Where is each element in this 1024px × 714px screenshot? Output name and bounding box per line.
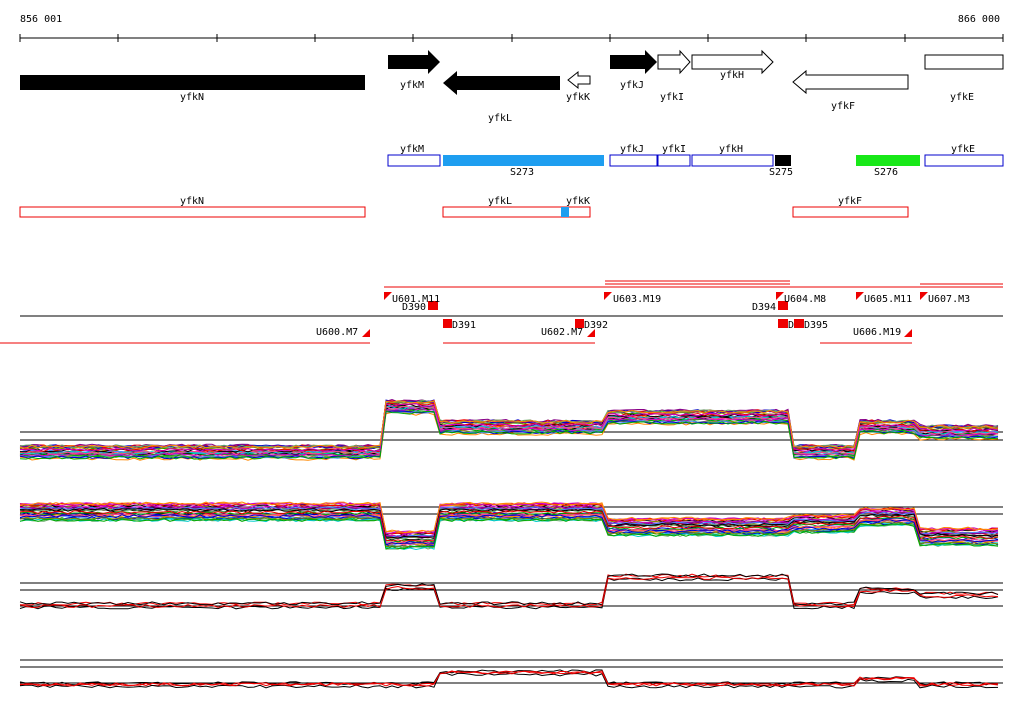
segment-label: S276 [874, 167, 898, 178]
gene-label: yfkE [950, 92, 974, 103]
marker-label: D390 [402, 302, 426, 313]
axis-end: 866 000 [958, 14, 1000, 25]
trace [19, 577, 999, 610]
segment-label: yfkH [719, 144, 743, 155]
marker-label: U602.M7 [541, 327, 583, 338]
marker-label: D394 [752, 302, 776, 313]
gene-label: yfkJ [620, 80, 644, 91]
trace [19, 576, 999, 609]
gene-label: yfkI [660, 92, 684, 103]
marker-label: U606.M19 [853, 327, 901, 338]
marker-label: U604.M8 [784, 294, 826, 305]
trace [19, 502, 999, 535]
trace [19, 501, 999, 534]
marker-label: U601.M11 [392, 294, 440, 305]
trace [19, 573, 999, 606]
trace [19, 573, 999, 606]
trace [19, 510, 999, 542]
marker-label: U603.M19 [613, 294, 661, 305]
trace [19, 518, 999, 551]
segment-label: yfkE [951, 144, 975, 155]
axis-start: 856 001 [20, 14, 62, 25]
trace [19, 517, 999, 550]
antisense-label: yfkK [566, 196, 590, 207]
gene-label: yfkN [180, 92, 204, 103]
expression-traces [19, 398, 999, 689]
marker-label: U607.M3 [928, 294, 970, 305]
trace [19, 513, 999, 546]
marker-label: D [788, 320, 794, 331]
trace [19, 511, 999, 544]
trace [19, 410, 999, 460]
trace [19, 410, 999, 460]
gene-label: yfkK [566, 92, 590, 103]
gene-label: yfkF [831, 101, 855, 112]
trace [19, 507, 999, 539]
trace [19, 400, 999, 449]
marker-label: U605.M11 [864, 294, 912, 305]
segment-label: S275 [769, 167, 793, 178]
antisense-label: yfkF [838, 196, 862, 207]
trace [19, 670, 999, 687]
segment-label: yfkJ [620, 144, 644, 155]
marker-label: D391 [452, 320, 476, 331]
layout [0, 34, 1004, 684]
gene-label: yfkM [400, 80, 424, 91]
marker-label: U600.M7 [316, 327, 358, 338]
marker-label: D395 [804, 320, 828, 331]
trace [19, 514, 999, 546]
trace [19, 405, 999, 455]
marker-label: D392 [584, 320, 608, 331]
gene-label: yfkL [488, 113, 512, 124]
labels: 856 001 866 000 yfkN yfkM yfkL yfkK yfkJ… [20, 14, 1000, 338]
trace [19, 505, 999, 538]
segment-label: yfkI [662, 144, 686, 155]
antisense-label: yfkL [488, 196, 512, 207]
segment-label: S273 [510, 167, 534, 178]
antisense-label: yfkN [180, 196, 204, 207]
trace [19, 402, 999, 452]
gene-label: yfkH [720, 70, 744, 81]
segment-label: yfkM [400, 144, 424, 155]
